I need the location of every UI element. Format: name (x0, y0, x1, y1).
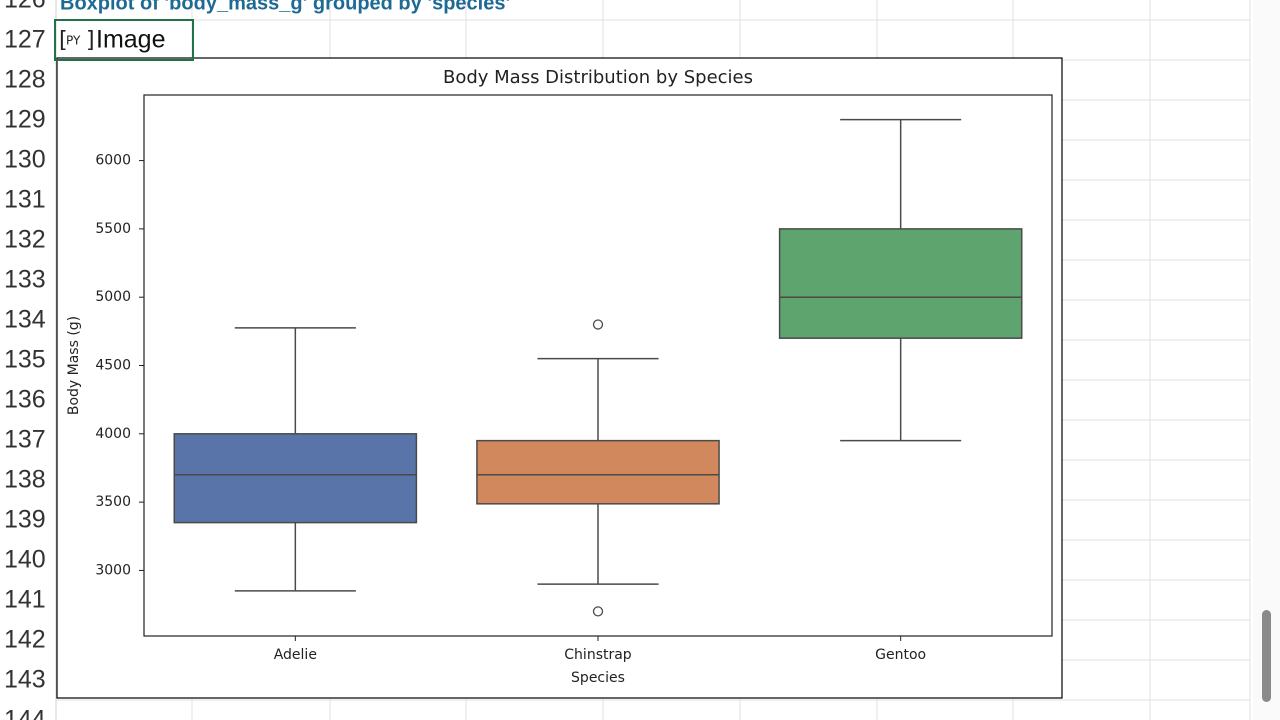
row-header: 131 (4, 186, 46, 214)
y-tick-label: 3500 (95, 494, 131, 510)
row-header: 133 (4, 266, 46, 294)
y-tick-label: 3000 (95, 562, 131, 578)
box (173, 433, 418, 524)
row-header: 135 (4, 346, 46, 374)
py-icon: PY (66, 34, 81, 48)
box (476, 439, 720, 505)
x-tick-label: Chinstrap (564, 647, 632, 663)
plot-frame (143, 94, 1053, 637)
row-header: 132 (4, 226, 46, 254)
row-header: 136 (4, 386, 46, 414)
outlier (592, 319, 604, 330)
row-header: 139 (4, 506, 46, 534)
y-tick-label: 5000 (95, 289, 131, 305)
row-header: 126 (4, 0, 46, 14)
y-axis-label: Body Mass (g) (66, 316, 82, 415)
image-cell[interactable]: Image (96, 26, 165, 54)
row-header: 134 (4, 306, 46, 334)
x-axis-label: Species (571, 670, 625, 686)
row-header: 140 (4, 546, 46, 574)
y-tick-label: 4500 (95, 358, 131, 374)
scrollbar-track (1253, 0, 1280, 720)
title-cell[interactable]: Boxplot of 'body_mass_g' grouped by 'spe… (60, 0, 510, 14)
chart-image[interactable] (56, 57, 1063, 699)
py-icon-bracket: ] (86, 28, 95, 53)
row-header: 142 (4, 626, 46, 654)
row-header: 138 (4, 466, 46, 494)
box (778, 228, 1023, 339)
row-header: 130 (4, 146, 46, 174)
outlier (592, 606, 604, 617)
row-header: 127 (4, 26, 46, 54)
scrollbar-thumb[interactable] (1262, 610, 1271, 702)
row-header: 144 (4, 706, 46, 720)
row-header: 137 (4, 426, 46, 454)
row-header: 129 (4, 106, 46, 134)
y-tick-label: 5500 (95, 221, 131, 237)
y-tick-label: 4000 (95, 426, 131, 442)
active-cell[interactable] (54, 19, 194, 61)
y-tick-label: 6000 (95, 153, 131, 169)
row-header: 141 (4, 586, 46, 614)
x-tick-label: Adelie (274, 647, 317, 663)
py-icon-bracket: [ (59, 28, 68, 53)
chart-title: Body Mass Distribution by Species (443, 67, 753, 88)
row-header: 128 (4, 66, 46, 94)
row-header: 143 (4, 666, 46, 694)
x-tick-label: Gentoo (875, 647, 926, 663)
